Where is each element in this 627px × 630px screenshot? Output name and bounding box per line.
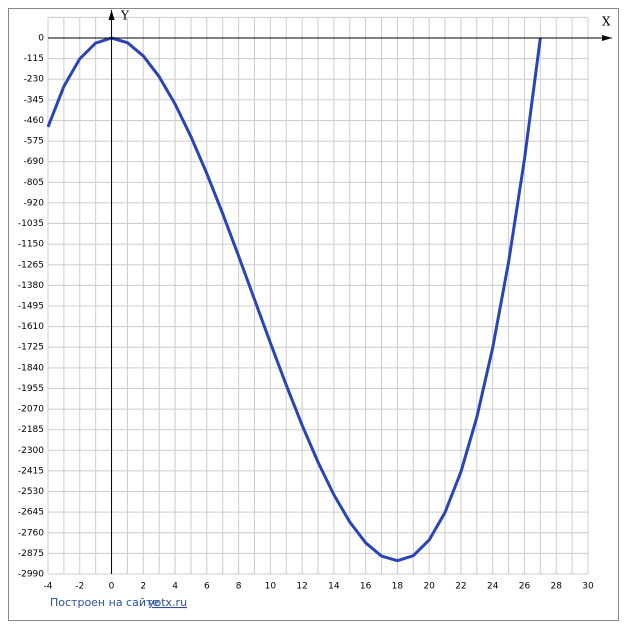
y-tick-label: -1265 [18,260,44,270]
y-tick-label: -115 [24,54,44,64]
y-tick-label: -1495 [18,302,44,312]
y-tick-label: -575 [24,137,44,147]
y-tick-label: -2645 [18,508,44,518]
y-tick-label: -1955 [18,384,44,394]
x-tick-label: 2 [140,582,146,592]
x-tick-label: 30 [582,582,594,592]
y-tick-label: -230 [24,75,45,85]
x-tick-label: 8 [236,582,242,592]
x-tick-label: -2 [75,582,84,592]
y-tick-label: -2070 [18,405,44,415]
frame [8,8,619,621]
y-tick-label: -920 [24,198,45,208]
y-tick-label: -805 [24,178,44,188]
y-tick-label: -2300 [18,446,44,456]
y-tick-label: -1150 [18,240,44,250]
y-axis-arrow [108,10,115,20]
line [46,36,542,563]
y-tick-label: -2760 [18,528,44,538]
y-tick-label: -345 [24,95,44,105]
footer: Построен на сайте [50,596,159,609]
y-tick-label: -2990 [18,570,44,580]
y-axis-label: Y [120,9,130,23]
y-tick-label: -1840 [18,363,44,373]
x-tick-label: 26 [519,582,531,592]
y-tick-label: -2415 [18,466,44,476]
x-tick-label: 0 [109,582,115,592]
y-tick-label: -1725 [18,343,44,353]
x-tick-label: 10 [265,582,277,592]
y-tick-label: -460 [24,116,45,126]
x-tick-label: 4 [172,582,178,592]
x-tick-label: 18 [392,582,404,592]
x-axis-arrow [602,35,612,41]
y-tick-label: -1035 [18,219,44,229]
y-tick-label: -690 [24,157,45,167]
x-tick-label: 28 [551,582,563,592]
y-tick-label: -2530 [18,487,44,497]
y-tick-label: -1380 [18,281,44,291]
plot [46,36,542,563]
y-tick-label: 0 [38,34,44,44]
x-tick-label: 16 [360,582,372,592]
y-tick-label: -1610 [18,322,44,332]
x-tick-label: 24 [487,582,499,592]
x-tick-label: 22 [455,582,466,592]
footer-link[interactable]: yotx.ru [148,596,187,609]
x-tick-label: 14 [328,582,340,592]
x-tick-label: -4 [44,582,53,592]
x-tick-label: 12 [296,582,307,592]
y-tick-label: -2185 [18,425,44,435]
x-axis-label: X [602,15,611,29]
y-tick-label: -2875 [18,549,44,559]
x-tick-label: 20 [423,582,435,592]
x-tick-label: 6 [204,582,210,592]
